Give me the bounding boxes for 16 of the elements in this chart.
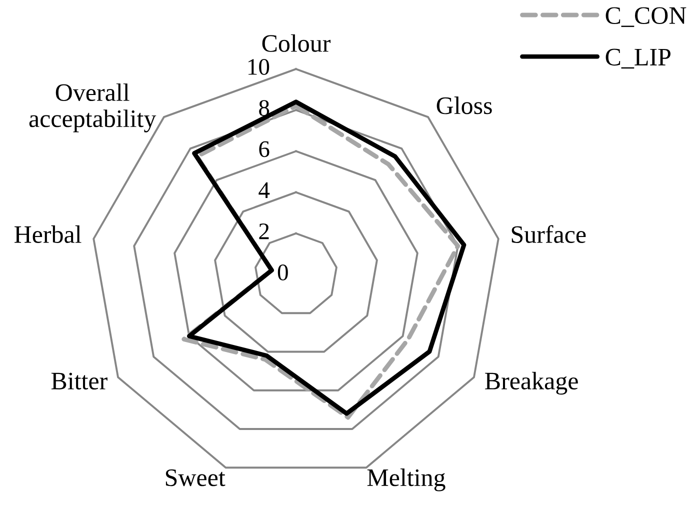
legend-label: C_CON [606,7,686,27]
y-tick-label: 0 [278,264,288,280]
y-tick-label: 4 [258,182,270,198]
y-tick-label: 6 [259,141,270,158]
spoke-label: Sweet [166,469,226,486]
spoke-label: Colour [262,34,331,52]
spoke-label: Melting [367,468,446,492]
y-tick-label: 2 [259,223,269,240]
spoke-label: Gloss [436,96,492,114]
y-tick-label: 10 [248,58,270,75]
legend-label: C_LIP [606,48,670,69]
spoke-label: Surface [512,225,586,243]
spoke-label: Breakage [485,372,578,395]
spoke-label: Bitter [51,372,108,390]
spoke-label: Herbal [14,225,82,243]
spoke-label: Overall acceptability [29,83,156,132]
